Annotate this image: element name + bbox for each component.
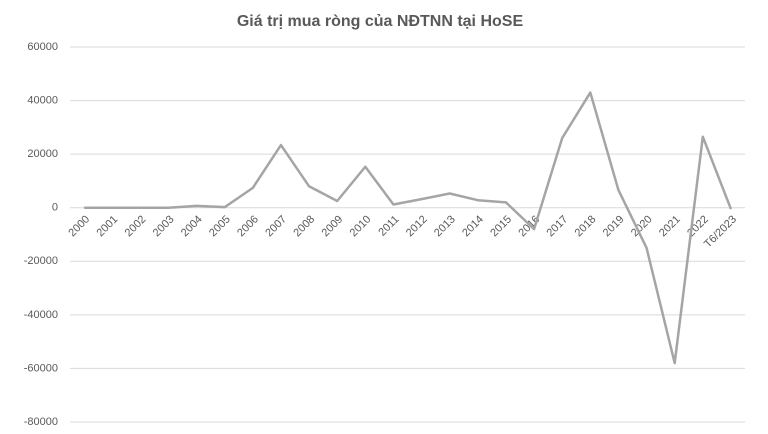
x-tick-label: 2000 xyxy=(66,213,92,239)
x-tick-label: 2002 xyxy=(123,213,149,239)
x-tick-label: 2006 xyxy=(235,213,261,239)
x-tick-label: 2008 xyxy=(291,213,317,239)
x-tick-label: 2011 xyxy=(376,213,401,238)
y-tick-label: -40000 xyxy=(24,309,58,321)
chart-title: Giá trị mua ròng của NĐTNN tại HoSE xyxy=(237,13,524,30)
x-tick-label: 2022 xyxy=(685,213,711,239)
x-tick-label: 2010 xyxy=(348,213,374,239)
x-tick-label: 2014 xyxy=(460,213,486,239)
x-tick-label: 2018 xyxy=(573,213,599,239)
x-tick-label: 2009 xyxy=(320,213,346,239)
y-tick-label: 20000 xyxy=(27,148,58,160)
y-tick-label: -20000 xyxy=(24,255,58,267)
x-tick-label: 2004 xyxy=(179,213,205,239)
x-tick-label: 2007 xyxy=(263,213,289,239)
y-tick-label: 60000 xyxy=(27,41,58,53)
y-tick-label: 40000 xyxy=(27,94,58,106)
y-tick-label: 0 xyxy=(52,202,58,214)
x-tick-label: 2001 xyxy=(95,213,121,239)
data-line xyxy=(84,91,733,365)
x-tick-label: 2012 xyxy=(404,213,430,239)
x-tick-label: 2003 xyxy=(151,213,177,239)
y-tick-label: -60000 xyxy=(24,362,58,374)
x-tick-label: 2017 xyxy=(545,213,571,239)
x-tick-label: 2021 xyxy=(657,213,683,239)
y-tick-label: -80000 xyxy=(24,416,58,428)
x-tick-label: 2019 xyxy=(601,213,627,239)
x-tick-label: 2005 xyxy=(207,213,233,239)
x-tick-label: 2015 xyxy=(488,213,514,239)
x-tick-label: 2013 xyxy=(432,213,458,239)
